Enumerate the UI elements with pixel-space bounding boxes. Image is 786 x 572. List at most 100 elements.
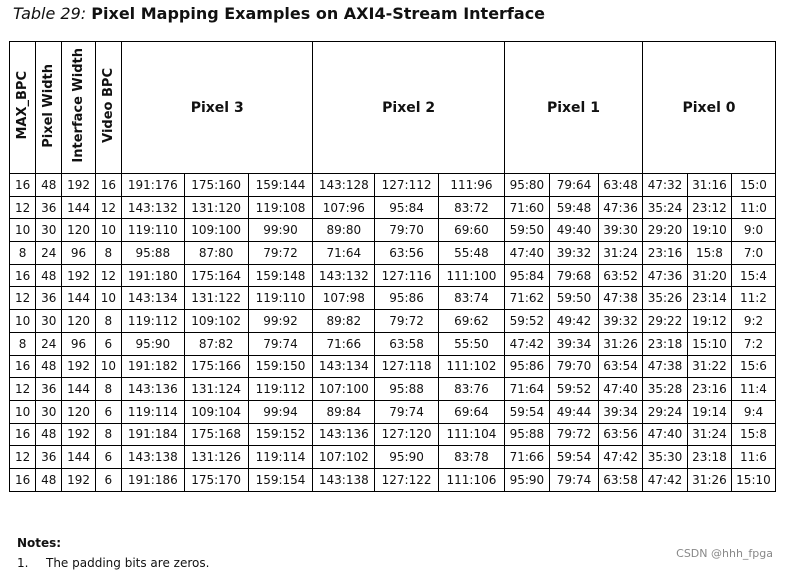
table-cell: 16 [94,173,122,197]
table-cell: 191:186 [120,467,185,492]
table-cell: 48 [35,422,63,447]
table-cell: 111:104 [438,422,505,447]
table-cell: 59:50 [548,286,600,311]
table-cell: 15:0 [730,173,777,197]
table-cell: 6 [94,445,122,469]
table-cell: 47:42 [598,445,644,469]
table-row: 8 24 96 8 95:88 87:80 79:72 71:64 63:56 55:48 47:4… [8,241,777,265]
table-cell: 144 [61,286,96,311]
table-cell: 119:112 [247,377,314,401]
header-pixel-2: Pixel 2 [312,41,505,174]
table-cell: 79:74 [247,331,314,356]
table-row: 10 30 120 10 119:110 109:100 99:90 89:80 79:70 69… [8,218,777,243]
table-cell: 79:70 [548,354,600,379]
table-cell: 159:152 [247,422,314,447]
table-row: 10 30 120 6 119:114 109:104 99:94 89:84 79:74 69:… [8,399,777,424]
table-cell: 95:90 [503,467,550,492]
table-cell: 11:4 [730,377,777,401]
header-interface-width: Interface Width [61,41,96,174]
table-cell: 87:82 [183,331,249,356]
table-cell: 23:16 [642,241,688,265]
table-cell: 47:42 [503,331,550,356]
table-cell: 16 [8,173,37,197]
note-text: The padding bits are zeros. [46,556,210,570]
table-cell: 96 [61,331,96,356]
table-cell: 83:76 [438,377,505,401]
header-max-bpc: MAX_BPC [8,41,37,174]
table-cell: 31:26 [598,331,644,356]
table-cell: 36 [35,195,63,220]
table-cell: 47:36 [642,263,688,288]
table-cell: 39:34 [598,399,644,424]
table-row: 12 36 144 6 143:138 131:126 119:114 107:102 95:9… [8,445,777,469]
table-cell: 159:144 [247,173,314,197]
table-row: 12 36 144 12 143:132 131:120 119:108 107:96 95:8… [8,195,777,220]
header-pixel-0: Pixel 0 [642,41,776,174]
table-cell: 59:50 [503,218,550,243]
table-cell: 83:72 [438,195,505,220]
watermark: CSDN @hhh_fpga [676,547,773,560]
table-cell: 119:112 [120,309,185,333]
table-cell: 69:62 [438,309,505,333]
table-cell: 89:80 [312,218,376,243]
table-cell: 15:8 [687,241,732,265]
table-cell: 19:12 [687,309,732,333]
table-cell: 8 [94,241,122,265]
table-cell: 63:58 [598,467,644,492]
table-cell: 143:132 [312,263,376,288]
table-cell: 120 [61,309,96,333]
table-cell: 10 [8,399,37,424]
table-cell: 48 [35,173,63,197]
table-cell: 16 [8,467,37,492]
table-cell: 192 [61,354,96,379]
table-row: 16 48 192 8 191:184 175:168 159:152 143:136 127:… [8,422,777,447]
table-cell: 30 [35,218,63,243]
table-cell: 11:6 [730,445,777,469]
table-cell: 95:88 [503,422,550,447]
table-cell: 59:52 [503,309,550,333]
table-cell: 23:14 [687,286,732,311]
table-cell: 71:64 [312,241,376,265]
table-cell: 35:24 [642,195,688,220]
table-cell: 71:60 [503,195,550,220]
table-cell: 63:52 [598,263,644,288]
table-cell: 19:14 [687,399,732,424]
table-cell: 127:120 [374,422,439,447]
table-cell: 8 [8,331,37,356]
table-cell: 23:18 [687,445,732,469]
table-cell: 111:96 [438,173,505,197]
table-cell: 87:80 [183,241,249,265]
table-cell: 71:66 [503,445,550,469]
table-cell: 95:90 [374,445,439,469]
table-row: 12 36 144 8 143:136 131:124 119:112 107:100 95:8… [8,377,777,401]
table-cell: 111:106 [438,467,505,492]
table-cell: 63:48 [598,173,644,197]
table-cell: 39:34 [548,331,600,356]
table-cell: 6 [94,467,122,492]
table-cell: 191:182 [120,354,185,379]
table-cell: 15:10 [687,331,732,356]
table-cell: 23:12 [687,195,732,220]
table-cell: 89:84 [312,399,376,424]
table-cell: 83:78 [438,445,505,469]
table-cell: 69:60 [438,218,505,243]
table-row: 16 48 192 6 191:186 175:170 159:154 143:138 127:… [8,467,777,492]
table-cell: 159:150 [247,354,314,379]
table-cell: 47:42 [642,467,688,492]
table-cell: 29:22 [642,309,688,333]
table-cell: 99:90 [247,218,314,243]
table-row: 16 48 192 12 191:180 175:164 159:148 143:132 127… [8,263,777,288]
table-cell: 192 [61,422,96,447]
notes-heading: Notes: [17,536,62,550]
table-cell: 69:64 [438,399,505,424]
table-cell: 144 [61,195,96,220]
table-body: 16 48 192 16 191:176 175:160 159:144 143:128 127… [8,173,777,492]
table-row: 12 36 144 10 143:134 131:122 119:110 107:98 95:8… [8,286,777,311]
table-cell: 120 [61,399,96,424]
table-cell: 79:74 [374,399,439,424]
table-cell: 131:124 [183,377,249,401]
table-cell: 15:10 [730,467,777,492]
table-cell: 131:122 [183,286,249,311]
table-cell: 12 [8,377,37,401]
table-cell: 47:40 [598,377,644,401]
